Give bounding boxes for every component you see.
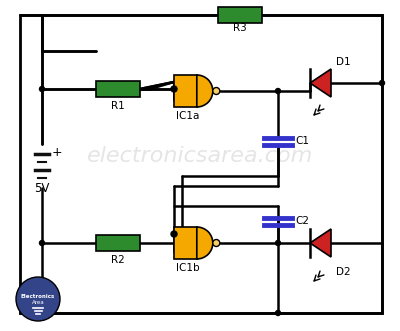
FancyBboxPatch shape: [174, 75, 197, 107]
Circle shape: [40, 241, 44, 246]
Text: IC1a: IC1a: [176, 111, 200, 121]
Circle shape: [276, 88, 280, 93]
FancyBboxPatch shape: [218, 7, 262, 23]
Text: R2: R2: [111, 255, 125, 265]
Text: electronicsarea.com: electronicsarea.com: [87, 146, 313, 166]
Wedge shape: [197, 227, 213, 259]
Circle shape: [213, 87, 220, 94]
Circle shape: [171, 86, 177, 92]
Polygon shape: [310, 229, 331, 257]
Circle shape: [171, 231, 177, 237]
Circle shape: [213, 240, 220, 247]
Circle shape: [276, 310, 280, 315]
Text: Electronics: Electronics: [21, 294, 55, 299]
Text: +: +: [52, 146, 63, 159]
Wedge shape: [197, 75, 213, 107]
Circle shape: [380, 80, 384, 85]
Polygon shape: [310, 69, 331, 97]
Text: C2: C2: [295, 216, 309, 226]
Text: C1: C1: [295, 136, 309, 146]
FancyBboxPatch shape: [174, 227, 197, 259]
Text: Area: Area: [32, 301, 44, 306]
Text: R3: R3: [233, 23, 247, 33]
Text: D1: D1: [336, 57, 351, 67]
Text: D2: D2: [336, 267, 351, 277]
FancyBboxPatch shape: [96, 235, 140, 251]
Circle shape: [16, 277, 60, 321]
Text: 5V: 5V: [34, 182, 50, 195]
Circle shape: [276, 241, 280, 246]
Text: R1: R1: [111, 101, 125, 111]
Circle shape: [40, 86, 44, 91]
FancyBboxPatch shape: [96, 81, 140, 97]
Text: IC1b: IC1b: [176, 263, 200, 273]
